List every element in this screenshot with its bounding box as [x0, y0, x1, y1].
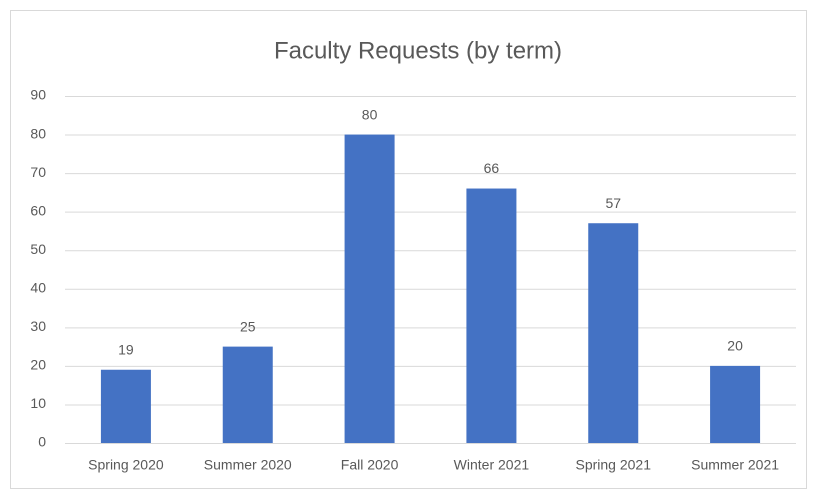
y-tick-label: 40: [30, 279, 46, 295]
bar: [344, 134, 395, 444]
data-label: 20: [727, 338, 743, 354]
x-tick-label: Spring 2020: [88, 457, 164, 473]
data-label: 25: [240, 318, 256, 334]
data-label: 57: [605, 195, 621, 211]
x-tick-label: Spring 2021: [575, 457, 651, 473]
chart-title: Faculty Requests (by term): [274, 37, 562, 64]
y-tick-label: 20: [30, 357, 46, 373]
y-tick-label: 60: [30, 202, 46, 218]
y-tick-label: 10: [30, 395, 46, 411]
x-tick-label: Summer 2021: [691, 457, 779, 473]
y-tick-label: 80: [30, 125, 46, 141]
y-tick-label: 0: [38, 434, 46, 450]
data-label: 66: [484, 160, 500, 176]
bar: [588, 223, 639, 443]
y-tick-label: 90: [30, 87, 46, 103]
y-tick-label: 70: [30, 164, 46, 180]
bar: [710, 365, 761, 443]
bar: [466, 188, 517, 443]
bar: [100, 369, 151, 443]
bar: [222, 346, 273, 443]
y-tick-label: 50: [30, 241, 46, 257]
data-label: 80: [362, 106, 378, 122]
x-tick-label: Summer 2020: [204, 457, 292, 473]
x-tick-label: Winter 2021: [454, 457, 530, 473]
data-label: 19: [118, 341, 134, 357]
y-tick-label: 30: [30, 318, 46, 334]
x-tick-label: Fall 2020: [341, 457, 399, 473]
